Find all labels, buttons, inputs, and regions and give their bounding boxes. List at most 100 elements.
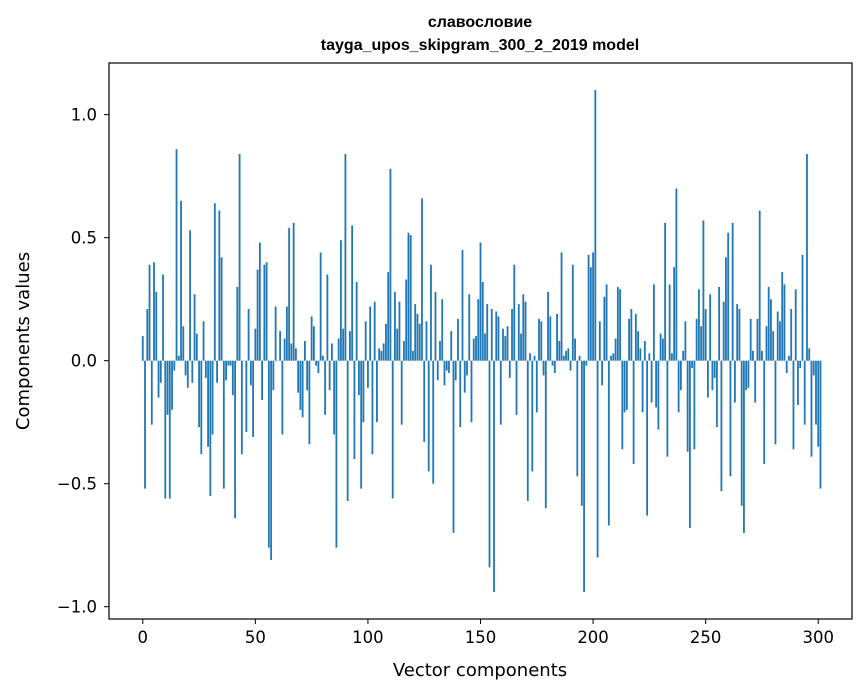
bar (367, 360, 369, 388)
bar (722, 301, 725, 361)
bar (628, 318, 630, 361)
bar (684, 321, 687, 361)
bar (659, 333, 662, 361)
bar (204, 360, 207, 378)
bar (544, 360, 547, 509)
bar (740, 360, 743, 506)
bar (488, 360, 491, 568)
bar (668, 284, 671, 361)
bar (234, 360, 236, 519)
bar (162, 274, 164, 361)
bar (650, 360, 653, 403)
bar (698, 289, 700, 361)
bar (596, 360, 599, 558)
bar (470, 360, 473, 423)
bar (468, 294, 471, 361)
chart-title: славословие (428, 14, 532, 31)
bar (792, 360, 795, 450)
bar (328, 360, 331, 391)
bar (229, 360, 232, 366)
bar (542, 360, 545, 376)
bar (340, 240, 342, 361)
bar (704, 309, 707, 361)
bar (274, 306, 277, 361)
bar (587, 254, 590, 361)
bar (155, 291, 158, 361)
bar (263, 264, 266, 361)
bar (380, 350, 383, 361)
bar (454, 360, 457, 381)
bar (511, 309, 513, 361)
bar (200, 360, 203, 455)
bar (385, 323, 387, 361)
bar (486, 304, 489, 361)
bar (211, 360, 214, 435)
bar (502, 328, 504, 361)
bar (497, 316, 500, 361)
bar (164, 360, 167, 499)
bar (198, 360, 200, 428)
bar (477, 299, 480, 361)
bar (763, 360, 766, 465)
bar (409, 235, 412, 361)
bar (265, 262, 268, 361)
bar (734, 360, 736, 403)
bar (562, 355, 565, 361)
bar (308, 360, 311, 445)
bar (727, 232, 730, 361)
bar (637, 331, 640, 361)
bar (639, 348, 642, 361)
bar (538, 318, 540, 361)
bar (270, 360, 273, 560)
bar (358, 360, 360, 396)
bar (810, 360, 813, 457)
bar (619, 289, 621, 361)
bar (279, 331, 282, 361)
bar (643, 341, 646, 361)
bar (605, 284, 608, 361)
bar (524, 301, 527, 361)
bar (432, 360, 435, 484)
bar (571, 264, 574, 361)
bar (466, 360, 468, 376)
bar (765, 326, 768, 361)
bar (664, 222, 667, 361)
bar (405, 279, 408, 361)
bar (558, 341, 561, 361)
bar (195, 333, 198, 361)
bar (578, 355, 581, 361)
bar (513, 264, 516, 361)
bar (551, 360, 554, 366)
bar (324, 360, 327, 415)
bar (150, 360, 153, 425)
bar (457, 318, 459, 361)
bar (484, 333, 486, 361)
bar (504, 336, 507, 361)
bar (808, 348, 811, 361)
bar (290, 343, 293, 361)
bar (785, 360, 788, 373)
bar (299, 360, 302, 410)
bar (396, 328, 399, 361)
bar (565, 350, 567, 361)
bar (797, 360, 799, 405)
x-tick-label: 300 (802, 628, 834, 647)
bar (184, 360, 187, 376)
bar (686, 360, 689, 452)
bar (749, 318, 752, 361)
bar (655, 360, 658, 408)
bar (312, 326, 315, 361)
bar (677, 360, 680, 413)
bar (616, 286, 619, 361)
bar (729, 360, 732, 477)
x-tick-label: 250 (690, 628, 722, 647)
bar (144, 360, 146, 489)
y-tick-label: −0.5 (57, 475, 97, 494)
bar (553, 360, 556, 373)
bar (283, 338, 286, 361)
bar (364, 321, 367, 361)
bar (556, 313, 558, 361)
bar (423, 360, 426, 442)
